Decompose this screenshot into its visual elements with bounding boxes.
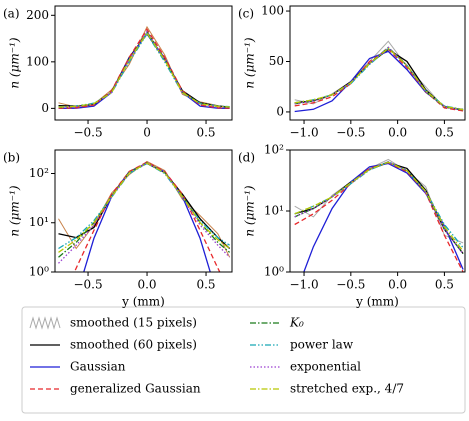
y-tick-label: 10⁰: [264, 265, 284, 279]
y-tick-label: 0: [41, 101, 49, 115]
plot-area: [294, 40, 464, 113]
x-tick-label: −0.5: [73, 126, 102, 140]
y-tick-label: 50: [269, 54, 284, 68]
x-axis-label: y (mm): [355, 295, 399, 309]
series-line: [294, 161, 464, 249]
axes-frame: [289, 5, 466, 121]
x-tick-label: 0.0: [388, 126, 407, 140]
x-tick-label: −0.5: [336, 126, 365, 140]
y-tick-label: 100: [261, 4, 284, 18]
series-line: [294, 161, 464, 254]
x-tick-label: −0.5: [336, 278, 365, 292]
y-tick-label: 10²: [264, 143, 284, 157]
series-line: [294, 158, 464, 244]
series-line: [58, 162, 231, 258]
series-line: [58, 162, 231, 249]
series-line: [58, 162, 230, 253]
y-tick-label: 100: [26, 54, 49, 68]
series-line: [294, 48, 464, 112]
panel-label: (a): [3, 7, 20, 21]
series-line: [58, 30, 230, 109]
series-line: [294, 162, 464, 254]
series-line: [58, 28, 230, 109]
legend-label: generalized Gaussian: [70, 382, 201, 396]
y-axis-label: n (μm⁻¹): [8, 185, 22, 237]
panel-label: (c): [238, 7, 254, 21]
legend-label: K₀: [289, 316, 304, 330]
x-tick-label: 0: [143, 126, 151, 140]
x-tick-label: 0.5: [196, 126, 215, 140]
axes-frame: [289, 149, 466, 273]
panel-label: (b): [3, 151, 20, 165]
series-line: [294, 161, 464, 252]
series-line: [58, 31, 230, 108]
series-line: [58, 32, 230, 108]
x-tick-label: −1.0: [289, 278, 318, 292]
x-tick-label: 0.5: [196, 278, 215, 292]
axes-frame: [54, 5, 233, 121]
series-line: [58, 162, 230, 250]
series-line: [294, 161, 464, 254]
plot-area: [58, 160, 231, 272]
panel-label: (d): [238, 151, 255, 165]
x-tick-label: 0.5: [435, 126, 454, 140]
series-line: [58, 160, 231, 258]
series-line: [294, 47, 464, 111]
series-line: [294, 40, 464, 110]
x-tick-label: −0.5: [73, 278, 102, 292]
series-line: [303, 162, 464, 272]
series-line: [58, 30, 230, 109]
legend-label: stretched exp., 4/7: [290, 382, 404, 396]
x-axis-label: y (mm): [121, 295, 165, 309]
x-tick-label: 0.0: [137, 278, 156, 292]
y-tick-label: 10⁰: [29, 265, 49, 279]
legend-icon: [29, 316, 61, 330]
legend-box: [21, 306, 466, 414]
y-tick-label: 10¹: [264, 204, 284, 218]
x-tick-label: 0.5: [435, 278, 454, 292]
y-axis-label: n (μm⁻¹): [8, 37, 22, 89]
x-tick-label: −1.0: [289, 126, 318, 140]
series-line: [294, 162, 464, 272]
plot-area: [294, 158, 464, 272]
y-axis-label: n (μm⁻¹): [243, 37, 257, 89]
series-line: [58, 32, 230, 108]
legend-label: smoothed (15 pixels): [70, 316, 197, 330]
legend-label: exponential: [290, 360, 361, 374]
legend-label: Gaussian: [70, 360, 126, 374]
axes-frame: [54, 149, 233, 273]
legend-label: smoothed (60 pixels): [70, 338, 197, 352]
series-line: [58, 162, 231, 264]
series-line: [294, 47, 464, 111]
y-tick-label: 200: [26, 8, 49, 22]
y-tick-label: 10¹: [29, 215, 49, 229]
legend-label: power law: [290, 338, 354, 352]
x-tick-label: 0.0: [388, 278, 407, 292]
series-line: [58, 32, 230, 110]
y-tick-label: 10²: [29, 166, 49, 180]
y-tick-label: 0: [276, 104, 284, 118]
y-axis-label: n (μm⁻¹): [243, 185, 257, 237]
plot-area: [58, 25, 230, 110]
